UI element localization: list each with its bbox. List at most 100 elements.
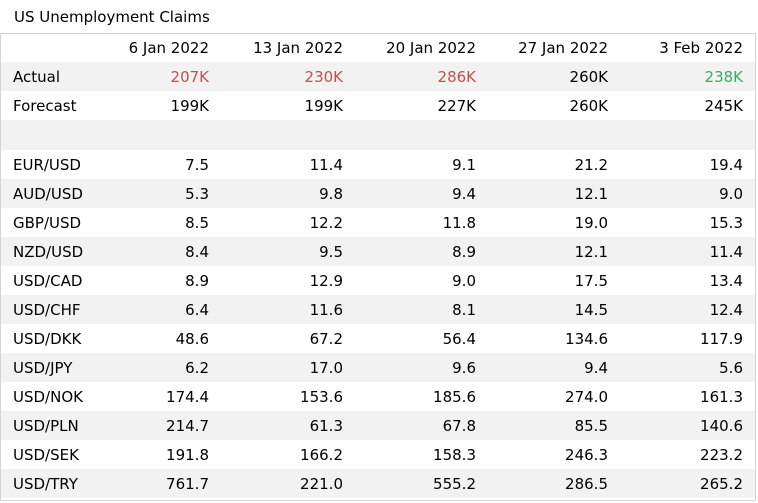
pair-value: 8.5 [185,213,209,232]
pair-value: 21.2 [574,155,608,174]
pair-value: 9.6 [355,353,488,382]
pair-value: 166.2 [300,445,343,464]
column-header: 3 Feb 2022 [659,39,743,57]
pair-value: 85.5 [488,411,620,440]
pair-value: 67.2 [309,329,343,348]
table-title: US Unemployment Claims [14,8,210,26]
forecast-value: 245K [704,96,743,115]
pair-value: 17.0 [221,353,355,382]
actual-value: 260K [488,62,620,91]
forecast-value: 199K [170,96,209,115]
pair-value: 9.4 [355,179,488,208]
pair-value: 14.5 [488,295,620,324]
pair-value: 11.4 [620,237,755,266]
column-header: 20 Jan 2022 [386,39,476,57]
pair-value: 9.0 [452,271,476,290]
pair-value: 5.3 [105,179,221,208]
pair-value: 153.6 [300,387,343,406]
pair-value: 8.9 [355,237,488,266]
pair-value: 761.7 [105,469,221,498]
pair-value: 12.1 [488,179,620,208]
pair-label: USD/PLN [1,411,105,440]
pair-value: 134.6 [565,329,608,348]
pair-value: 6.4 [105,295,221,324]
pair-row: USD/JPY 6.2 17.0 9.6 9.4 5.6 [1,353,755,382]
pair-value: 9.4 [488,353,620,382]
pair-value: 555.2 [355,469,488,498]
pair-value: 9.8 [221,179,355,208]
pair-value: 12.4 [620,295,755,324]
pair-value: 9.5 [221,237,355,266]
spacer-cell [1,120,755,150]
pair-value: 19.4 [709,155,743,174]
row-label: Forecast [13,96,77,115]
pair-value: 174.4 [166,387,209,406]
pair-value: 9.1 [452,155,476,174]
pair-value: 221.0 [221,469,355,498]
pair-label: GBP/USD [13,213,82,232]
pair-value: 19.0 [574,213,608,232]
pair-row: USD/TRY 761.7 221.0 555.2 286.5 265.2 [1,469,755,498]
pair-value: 8.4 [105,237,221,266]
pair-row: EUR/USD 7.5 11.4 9.1 21.2 19.4 [1,150,755,179]
pair-value: 48.6 [175,329,209,348]
row-label: Actual [1,62,105,91]
pair-value: 214.7 [105,411,221,440]
pair-row: USD/NOK 174.4 153.6 185.6 274.0 161.3 [1,382,755,411]
pair-value: 5.6 [620,353,755,382]
pair-label: USD/JPY [1,353,105,382]
pair-value: 191.8 [166,445,209,464]
column-header: 13 Jan 2022 [253,39,343,57]
pair-label: USD/DKK [13,329,82,348]
pair-value: 7.5 [185,155,209,174]
pair-value: 246.3 [565,445,608,464]
pair-value: 13.4 [709,271,743,290]
pair-value: 223.2 [700,445,743,464]
pair-value: 15.3 [709,213,743,232]
header-row: 6 Jan 2022 13 Jan 2022 20 Jan 2022 27 Ja… [1,34,755,62]
pair-value: 274.0 [565,387,608,406]
actual-value: 286K [355,62,488,91]
actual-value: 230K [221,62,355,91]
pair-row: NZD/USD 8.4 9.5 8.9 12.1 11.4 [1,237,755,266]
pair-value: 140.6 [620,411,755,440]
forecast-row: Forecast 199K 199K 227K 260K 245K [1,91,755,120]
pair-value: 11.8 [442,213,476,232]
claims-table-container: 6 Jan 2022 13 Jan 2022 20 Jan 2022 27 Ja… [0,33,756,501]
actual-row: Actual 207K 230K 286K 260K 238K [1,62,755,91]
pair-value: 17.5 [574,271,608,290]
pair-row: AUD/USD 5.3 9.8 9.4 12.1 9.0 [1,179,755,208]
forecast-value: 199K [304,96,343,115]
pair-value: 11.6 [221,295,355,324]
pair-value: 12.2 [309,213,343,232]
pair-value: 9.0 [620,179,755,208]
pair-value: 161.3 [700,387,743,406]
claims-table: 6 Jan 2022 13 Jan 2022 20 Jan 2022 27 Ja… [1,34,755,498]
pair-label: NZD/USD [1,237,105,266]
spacer-row [1,120,755,150]
forecast-value: 227K [437,96,476,115]
pair-value: 6.2 [105,353,221,382]
pair-value: 12.9 [309,271,343,290]
pair-value: 286.5 [488,469,620,498]
pair-label: USD/CHF [1,295,105,324]
actual-value: 238K [620,62,755,91]
pair-label: USD/SEK [13,445,79,464]
pair-value: 265.2 [620,469,755,498]
pair-value: 158.3 [433,445,476,464]
pair-label: AUD/USD [1,179,105,208]
pair-row: USD/SEK 191.8 166.2 158.3 246.3 223.2 [1,440,755,469]
pair-row: GBP/USD 8.5 12.2 11.8 19.0 15.3 [1,208,755,237]
actual-value: 207K [105,62,221,91]
pair-value: 8.9 [185,271,209,290]
pair-row: USD/DKK 48.6 67.2 56.4 134.6 117.9 [1,324,755,353]
pair-row: USD/PLN 214.7 61.3 67.8 85.5 140.6 [1,411,755,440]
pair-row: USD/CAD 8.9 12.9 9.0 17.5 13.4 [1,266,755,295]
pair-label: USD/TRY [1,469,105,498]
pair-value: 185.6 [433,387,476,406]
pair-value: 11.4 [309,155,343,174]
pair-label: USD/NOK [13,387,83,406]
pair-value: 8.1 [355,295,488,324]
header-corner [1,34,105,62]
pair-value: 56.4 [442,329,476,348]
